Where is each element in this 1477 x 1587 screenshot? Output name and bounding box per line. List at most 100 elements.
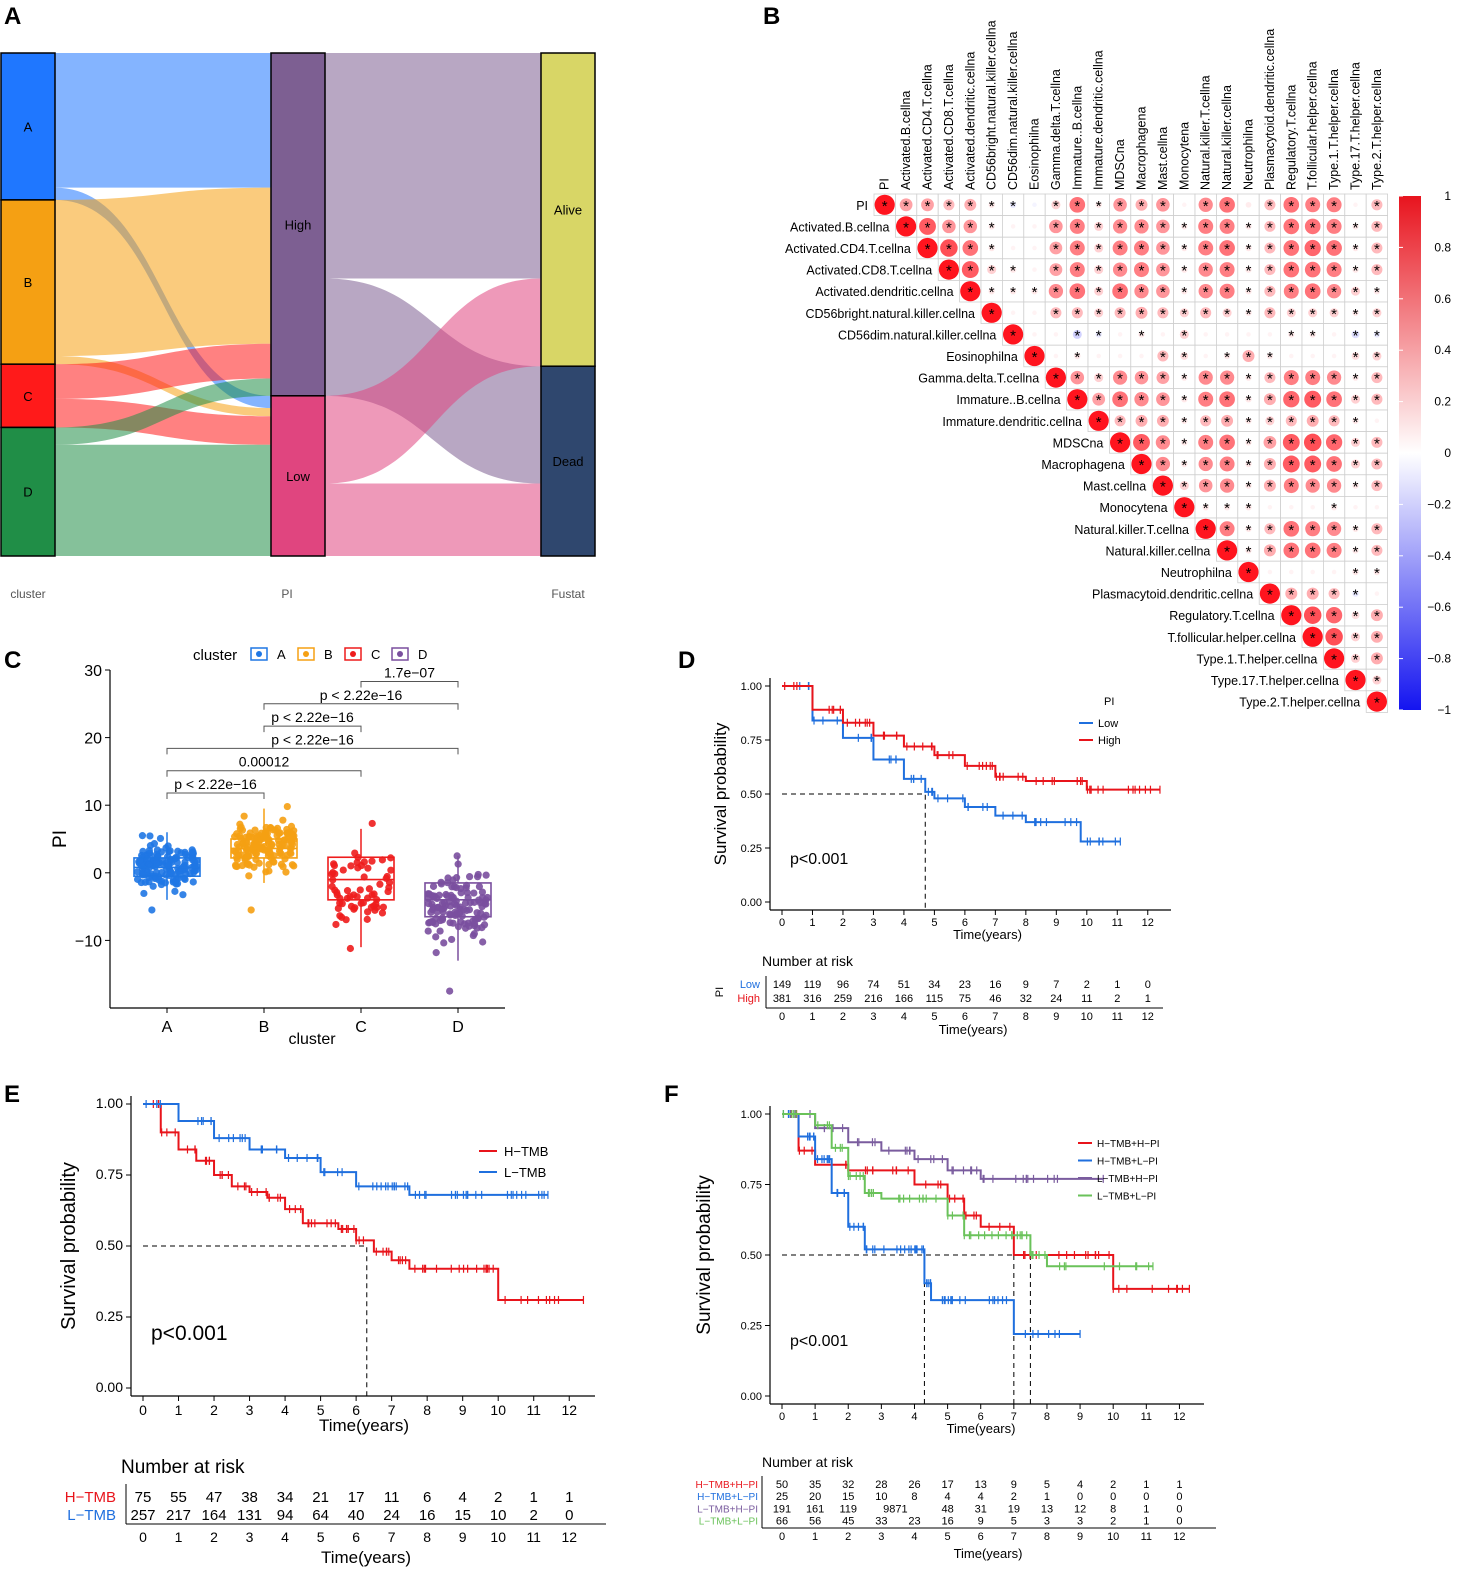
sig-5-9: * bbox=[1074, 306, 1080, 323]
circle-10-15 bbox=[1200, 415, 1212, 427]
km-xtick-label: 5 bbox=[945, 1411, 951, 1423]
d-risk-xtick: 3 bbox=[870, 1011, 876, 1023]
panel-label-f: F bbox=[664, 1081, 679, 1108]
c-point-A bbox=[138, 832, 147, 840]
circle-19-19 bbox=[1281, 605, 1302, 626]
circle-4-22 bbox=[1350, 286, 1361, 296]
circle-1-3 bbox=[942, 219, 956, 234]
sig-20-20: * bbox=[1310, 630, 1316, 647]
f-risk-cell: 1 bbox=[1143, 1516, 1149, 1528]
sig-11-17: * bbox=[1246, 435, 1252, 452]
sig-6-10: * bbox=[1096, 327, 1102, 344]
circle-15-22 bbox=[1352, 525, 1359, 532]
circle-20-23 bbox=[1370, 630, 1383, 643]
e-risk-xtick: 4 bbox=[281, 1529, 289, 1545]
sig-5-20: * bbox=[1310, 306, 1316, 323]
circle-3-3 bbox=[938, 259, 960, 280]
e-risk-cell: 17 bbox=[348, 1489, 365, 1506]
colorbar-label-9: −0.8 bbox=[1427, 652, 1451, 666]
circle-6-17 bbox=[1246, 332, 1251, 337]
circle-0-22 bbox=[1353, 202, 1358, 208]
circle-4-10 bbox=[1094, 286, 1104, 296]
d-risk-xtick: 6 bbox=[962, 1011, 968, 1023]
sig-7-16: * bbox=[1224, 349, 1230, 366]
sig-11-16: * bbox=[1224, 435, 1230, 452]
sig-5-17: * bbox=[1246, 306, 1252, 323]
c-point-D bbox=[435, 891, 443, 899]
e-risk-cell: 11 bbox=[384, 1489, 400, 1506]
circle-16-18 bbox=[1263, 544, 1276, 557]
circle-22-22 bbox=[1345, 669, 1366, 691]
e-risk-xtick: 2 bbox=[210, 1529, 218, 1545]
circle-6-11 bbox=[1117, 332, 1123, 337]
sig-4-10: * bbox=[1096, 284, 1102, 301]
c-ylabel: PI bbox=[50, 830, 71, 848]
f-risk-cell: 32 bbox=[842, 1479, 854, 1491]
sig-0-11: * bbox=[1117, 198, 1123, 215]
circle-14-15 bbox=[1202, 504, 1209, 511]
f-risk-cell: 4 bbox=[978, 1491, 984, 1503]
d-risk-cell: 2 bbox=[1114, 993, 1120, 1005]
km-xtick-label: 6 bbox=[962, 917, 968, 929]
circle-21-23 bbox=[1370, 652, 1383, 665]
c-point-B bbox=[244, 859, 252, 868]
km-ytick-label: 0.50 bbox=[96, 1237, 123, 1253]
circle-6-18 bbox=[1267, 332, 1273, 337]
sig-0-23: * bbox=[1374, 198, 1380, 215]
e-risk-cell: 38 bbox=[241, 1489, 258, 1506]
e-risk-cell: 4 bbox=[459, 1489, 467, 1506]
circle-9-21 bbox=[1326, 391, 1342, 408]
circle-3-16 bbox=[1219, 262, 1235, 278]
c-ytick-label: 30 bbox=[84, 663, 102, 680]
sig-23-23: * bbox=[1374, 695, 1380, 712]
sig-5-8: * bbox=[1053, 306, 1059, 323]
km-pvalue: p<0.001 bbox=[151, 1322, 228, 1345]
col-label-13: Mast.cellna bbox=[1156, 127, 1170, 190]
circle-2-17 bbox=[1245, 244, 1252, 252]
km-curve-High bbox=[782, 685, 1160, 791]
sig-0-10: * bbox=[1096, 198, 1102, 215]
c-point-B bbox=[233, 830, 241, 838]
circle-2-22 bbox=[1352, 244, 1359, 252]
f-risk-cell: 56 bbox=[809, 1516, 821, 1528]
col-label-19: Regulatory.T.cellna bbox=[1284, 85, 1298, 190]
sig-9-19: * bbox=[1288, 392, 1294, 409]
sig-19-22: * bbox=[1353, 608, 1359, 625]
circle-12-19 bbox=[1282, 455, 1300, 473]
km-xtick-label: 11 bbox=[1112, 917, 1123, 929]
circle-1-11 bbox=[1112, 219, 1128, 234]
sig-9-22: * bbox=[1353, 392, 1359, 409]
km-xtick-label: 11 bbox=[1141, 1411, 1152, 1423]
e-risk-xtick: 10 bbox=[490, 1529, 506, 1545]
flow-cluster-pi-A-High bbox=[55, 53, 271, 188]
sig-1-23: * bbox=[1374, 219, 1380, 236]
c-point-D bbox=[457, 889, 465, 897]
km-ytick-label: 0.75 bbox=[741, 1180, 762, 1192]
circle-4-15 bbox=[1198, 284, 1213, 299]
d-risk-row-label-High: High bbox=[737, 993, 760, 1005]
km-xtick-label: 8 bbox=[1023, 917, 1029, 929]
sig-9-21: * bbox=[1331, 392, 1337, 409]
circle-15-16 bbox=[1219, 521, 1235, 537]
colorbar-label-10: −1 bbox=[1437, 703, 1451, 717]
c-point-C bbox=[368, 857, 376, 865]
d-risk-cell: 16 bbox=[989, 979, 1001, 991]
km-ytick-label: 0.75 bbox=[741, 735, 762, 747]
circle-0-13 bbox=[1156, 198, 1170, 212]
e-risk-cell: 16 bbox=[419, 1507, 436, 1524]
row-label-22: Type.17.T.helper.cellna bbox=[1211, 674, 1339, 688]
e-risk-cell: 0 bbox=[565, 1507, 573, 1524]
km-ytick-label: 0.50 bbox=[741, 789, 762, 801]
sig-18-21: * bbox=[1331, 587, 1337, 604]
col-label-15: Natural.killer.T.cellna bbox=[1199, 75, 1213, 190]
circle-11-14 bbox=[1181, 439, 1188, 446]
sig-3-9: * bbox=[1074, 263, 1080, 280]
circle-7-14 bbox=[1180, 352, 1189, 360]
circle-1-12 bbox=[1134, 219, 1149, 234]
sig-3-23: * bbox=[1374, 263, 1380, 280]
circle-7-19 bbox=[1289, 353, 1294, 359]
e-risk-cell: 164 bbox=[202, 1507, 227, 1524]
circle-3-6 bbox=[1009, 266, 1017, 273]
circle-6-12 bbox=[1138, 331, 1145, 338]
sig-12-13: * bbox=[1160, 457, 1166, 474]
